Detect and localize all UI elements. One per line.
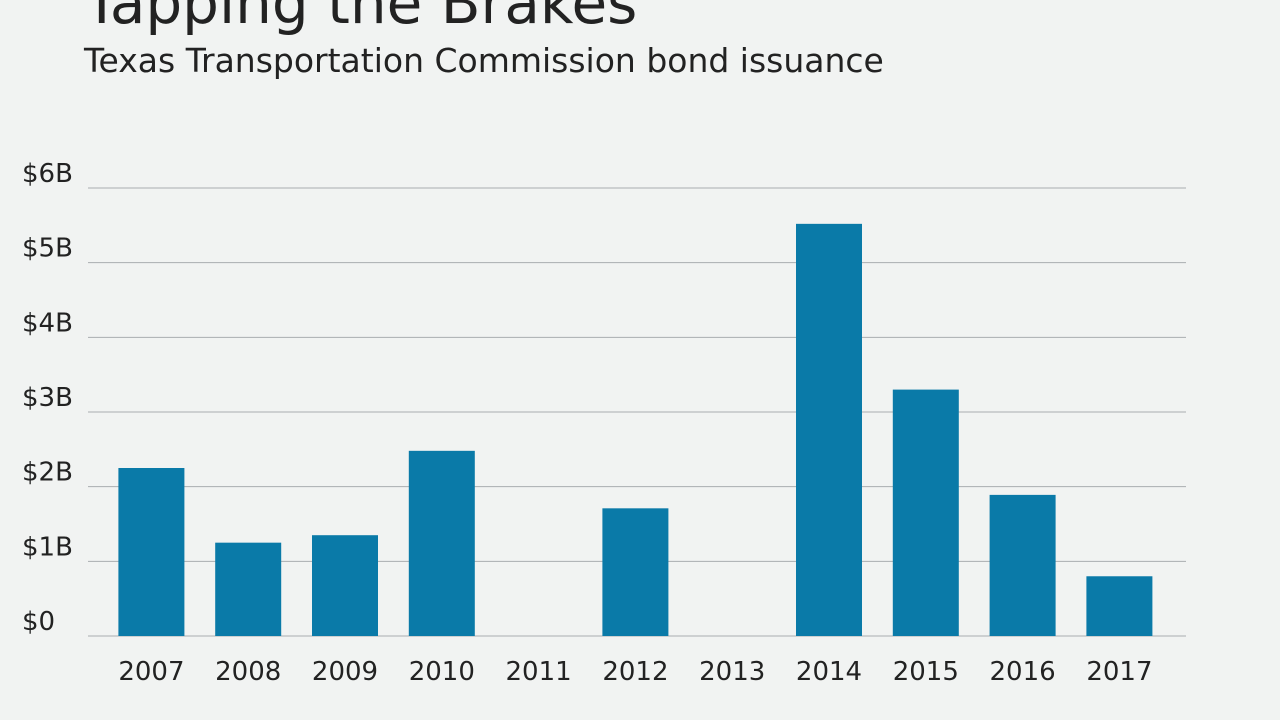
y-tick-label: $3B: [22, 383, 73, 413]
bar-2014: [796, 223, 862, 636]
bar-2016: [989, 494, 1056, 636]
y-tick-label: $4B: [22, 308, 73, 338]
x-tick-label: 2011: [506, 657, 572, 687]
x-tick-label: 2013: [699, 657, 765, 687]
bar-2009: [312, 535, 378, 636]
x-tick-label: 2009: [312, 657, 378, 687]
x-tick-label: 2007: [118, 657, 184, 687]
bar-2017: [1086, 576, 1153, 636]
bar-2008: [215, 542, 282, 636]
x-tick-label: 2015: [893, 657, 959, 687]
bar-2010: [408, 450, 475, 636]
chart-subtitle: Texas Transportation Commission bond iss…: [84, 41, 884, 80]
x-tick-label: 2014: [796, 657, 862, 687]
x-tick-label: 2012: [602, 657, 668, 687]
bar-2015: [892, 389, 959, 636]
y-tick-label: $5B: [22, 234, 73, 264]
y-tick-label: $1B: [22, 532, 73, 562]
x-tick-label: 2008: [215, 657, 281, 687]
chart-title: Tapping the Brakes: [84, 0, 638, 37]
x-tick-label: 2017: [1086, 657, 1152, 687]
x-tick-label: 2016: [990, 657, 1056, 687]
y-tick-label: $2B: [22, 458, 73, 488]
bar-2007: [118, 468, 185, 636]
bar-2012: [602, 508, 669, 636]
y-tick-label: $6B: [22, 159, 73, 189]
y-tick-label: $0: [22, 607, 55, 637]
x-tick-label: 2010: [409, 657, 475, 687]
